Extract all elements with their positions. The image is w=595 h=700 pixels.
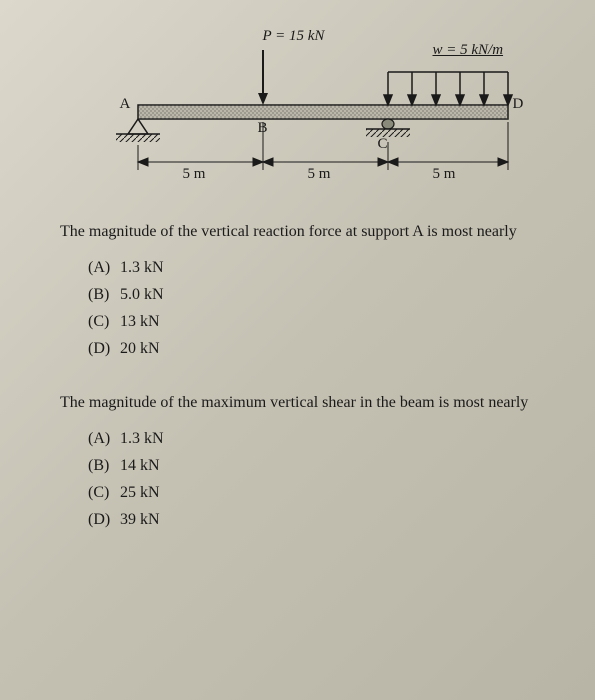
question-1-prompt: The magnitude of the vertical reaction f… [60, 220, 535, 244]
span-2: 5 m [308, 166, 331, 183]
label-w: w = 5 kN/m [433, 42, 504, 59]
opt-letter: (B) [88, 283, 120, 307]
beam-diagram: P = 15 kN w = 5 kN/m A B C D 5 m 5 m 5 m [58, 30, 538, 190]
question-2-options: (A)1.3 kN (B)14 kN (C)25 kN (D)39 kN [88, 427, 535, 532]
q2-option-C: (C)25 kN [88, 481, 535, 505]
q1-option-B: (B)5.0 kN [88, 283, 535, 307]
opt-letter: (C) [88, 310, 120, 334]
span-1: 5 m [183, 166, 206, 183]
q1-option-C: (C)13 kN [88, 310, 535, 334]
opt-letter: (D) [88, 337, 120, 361]
question-1: The magnitude of the vertical reaction f… [60, 220, 535, 361]
opt-letter: (C) [88, 481, 120, 505]
opt-text: 1.3 kN [120, 430, 164, 447]
node-A: A [120, 96, 131, 113]
opt-text: 5.0 kN [120, 286, 164, 303]
node-B: B [258, 120, 268, 137]
page: P = 15 kN w = 5 kN/m A B C D 5 m 5 m 5 m… [0, 0, 595, 700]
q2-option-B: (B)14 kN [88, 454, 535, 478]
q2-option-A: (A)1.3 kN [88, 427, 535, 451]
span-3: 5 m [433, 166, 456, 183]
opt-text: 25 kN [120, 484, 160, 501]
q2-option-D: (D)39 kN [88, 508, 535, 532]
question-2: The magnitude of the maximum vertical sh… [60, 391, 535, 532]
opt-text: 1.3 kN [120, 259, 164, 276]
opt-text: 39 kN [120, 511, 160, 528]
opt-text: 13 kN [120, 313, 160, 330]
question-1-options: (A)1.3 kN (B)5.0 kN (C)13 kN (D)20 kN [88, 256, 535, 361]
q1-option-D: (D)20 kN [88, 337, 535, 361]
node-D: D [513, 96, 524, 113]
q1-option-A: (A)1.3 kN [88, 256, 535, 280]
label-P: P = 15 kN [263, 28, 325, 45]
opt-text: 14 kN [120, 457, 160, 474]
opt-letter: (B) [88, 454, 120, 478]
question-2-prompt: The magnitude of the maximum vertical sh… [60, 391, 535, 415]
node-C: C [378, 136, 388, 153]
opt-text: 20 kN [120, 340, 160, 357]
opt-letter: (A) [88, 427, 120, 451]
opt-letter: (D) [88, 508, 120, 532]
opt-letter: (A) [88, 256, 120, 280]
